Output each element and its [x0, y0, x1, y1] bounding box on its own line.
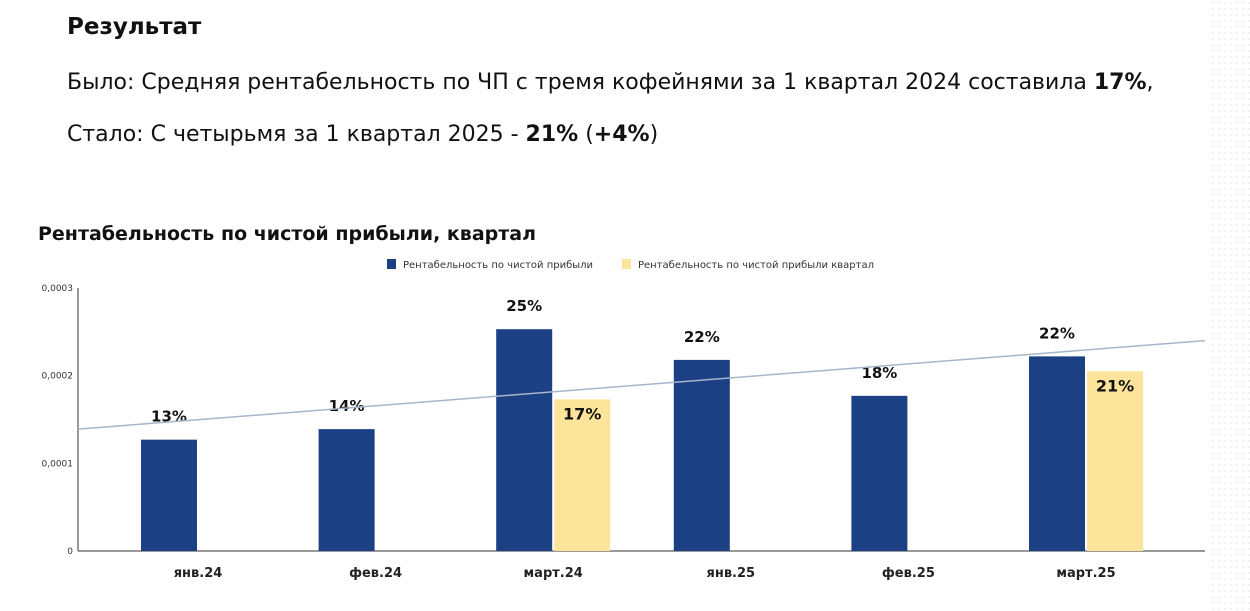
before-text: Было: Средняя рентабельность по ЧП с тре… [67, 70, 1154, 95]
data-label: 17% [563, 404, 601, 423]
bar [1029, 356, 1085, 551]
data-label: 25% [506, 297, 542, 315]
decorative-dots [1210, 0, 1250, 611]
heading: Результат [67, 14, 202, 40]
data-label: 18% [861, 364, 897, 382]
x-tick-label: янв.25 [707, 566, 756, 581]
legend-swatch [622, 259, 631, 269]
bar [673, 359, 730, 551]
x-tick-label: фев.24 [349, 566, 402, 581]
y-tick-label: 0,0002 [42, 372, 74, 382]
bar [141, 439, 197, 551]
x-tick-label: фев.25 [882, 566, 935, 581]
data-label: 22% [684, 328, 720, 346]
after-text: Стало: С четырьмя за 1 квартал 2025 - 21… [67, 122, 659, 147]
data-label: 22% [1039, 324, 1075, 342]
x-tick-label: март.25 [1056, 566, 1115, 581]
bar [1087, 371, 1143, 551]
trendline [77, 339, 1206, 430]
chart-title: Рентабельность по чистой прибыли, кварта… [38, 223, 536, 245]
bar [851, 395, 908, 551]
y-tick-label: 0,0003 [42, 284, 74, 294]
y-tick-label: 0,0001 [42, 459, 74, 469]
x-tick-label: янв.24 [174, 566, 223, 581]
legend-label: Рентабельность по чистой прибыли [403, 260, 593, 271]
legend-swatch [387, 259, 396, 269]
y-tick-label: 0 [67, 547, 73, 557]
bar [496, 329, 553, 551]
bar [554, 399, 611, 551]
data-label: 14% [329, 397, 365, 415]
bar [318, 429, 375, 551]
x-tick-label: март.24 [524, 566, 583, 581]
data-label: 21% [1096, 376, 1134, 395]
legend-label: Рентабельность по чистой прибыли квартал [638, 260, 874, 271]
